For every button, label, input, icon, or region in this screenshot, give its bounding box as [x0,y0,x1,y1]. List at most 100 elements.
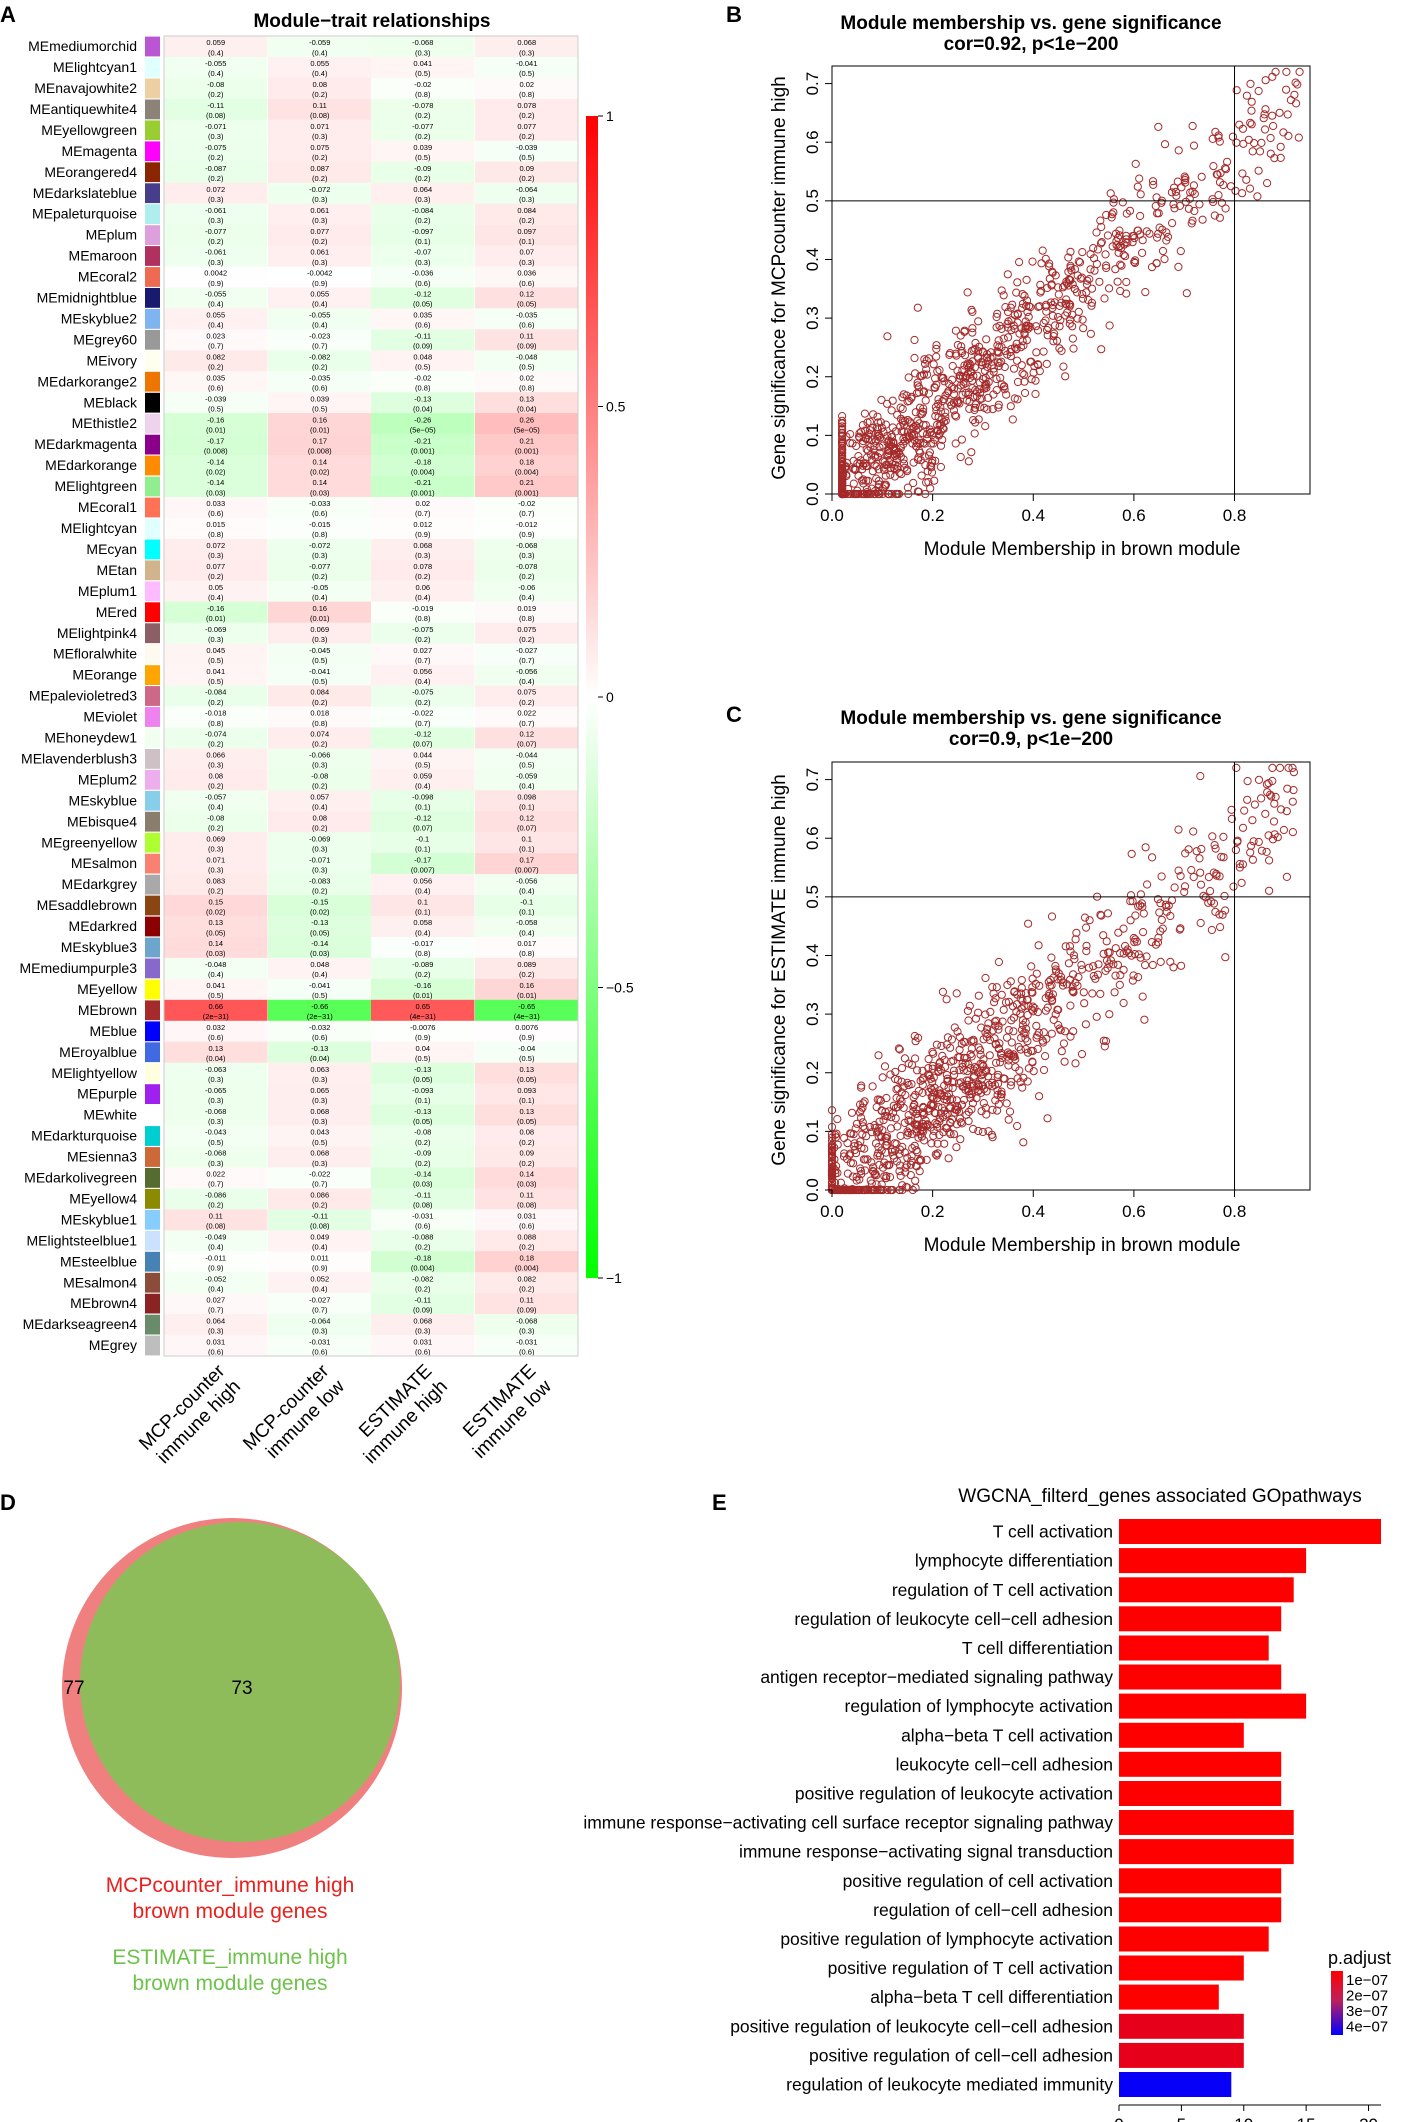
scatter-point [1074,973,1083,982]
scatter-point [914,424,923,433]
module-label: MEmaroon [69,248,137,264]
cell-pvalue: (0.4) [312,803,328,812]
cell-pvalue: (0.4) [519,782,535,791]
scatter-point [1126,891,1136,900]
scatter-point [968,1099,978,1108]
scatter-point [1196,868,1205,877]
scatter-point [1026,322,1035,331]
heatmap-cell [268,978,372,1001]
heatmap-cell [371,1062,475,1084]
heatmap-cell [475,1293,579,1315]
bar-row: regulation of lymphocyte activation [845,1693,1307,1719]
cell-value: 0.05 [208,583,223,592]
scatter-point [910,1031,919,1041]
scatter-point [899,439,908,449]
scatter-point [911,1037,920,1046]
scatter-point [949,398,959,407]
module-color-swatch [145,895,160,916]
heatmap-cell [164,57,268,79]
scatter-point [1155,223,1164,232]
scatter-point [1097,345,1106,354]
cell-value: 0.11 [520,1295,534,1304]
heatmap-cell [475,1314,579,1336]
scatter-point [900,1054,910,1063]
scatter-point [881,471,890,480]
scatter-point [833,1115,842,1124]
scatter-point [1009,364,1019,373]
heatmap-cell [164,538,268,561]
scatter-point [925,448,935,457]
cell-pvalue: (0.8) [519,614,535,623]
cell-pvalue: (0.03) [310,488,330,497]
heatmap-cell [268,57,372,79]
scatter-point [865,426,875,435]
module-color-swatch [145,350,160,371]
heatmap-row-MEblue: MEblue 0.032(0.6)-0.032(0.6)-0.0076(0.9)0… [90,1020,579,1043]
scatter-point [974,991,983,1000]
scatter-point [856,1164,865,1173]
cell-value: -0.14 [207,478,224,487]
scatter-point [1107,213,1116,222]
cell-pvalue: (0.03) [413,1180,433,1189]
scatter-point [1254,86,1263,96]
scatter-point [909,1093,918,1102]
heatmap-cell [268,601,372,623]
cell-value: -0.027 [516,646,537,655]
venn-count-center: 73 [231,1678,252,1699]
cell-value: 0.084 [310,688,329,697]
module-label: MElightcyan1 [53,59,137,75]
cell-pvalue: (0.1) [519,803,535,812]
bar [1119,1868,1282,1894]
scatter-point [1082,941,1091,950]
module-label: MElavenderblush3 [21,751,137,767]
scatter-point [1100,294,1109,303]
module-label: MEblack [83,394,138,410]
scatter-point [878,1073,887,1082]
scatter-point [1215,213,1225,222]
p-adjust-label: 4e−07 [1346,2019,1388,2036]
scatter-point [929,1131,938,1141]
cell-value: -0.075 [412,625,433,634]
heatmap-row-MEviolet: MEviolet -0.018(0.8)0.018(0.8)-0.022(0.7)… [83,706,579,728]
cell-pvalue: (0.3) [312,1326,328,1335]
scatter-point [1048,311,1058,320]
scatter-point [1035,981,1044,990]
heatmap-cell [371,1209,475,1231]
cell-pvalue: (0.9) [415,530,431,539]
cell-value: 0.1 [522,834,532,843]
cell-pvalue: (0.4) [415,928,431,937]
bar-row: immune response−activating signal transd… [739,1839,1294,1865]
scatter-point [979,1099,988,1108]
scatter-point [1090,266,1099,275]
cell-value: -0.043 [205,1128,226,1137]
scatter-point [873,1151,882,1160]
scatter-point [867,1158,876,1167]
scatter-point [1087,301,1096,310]
cell-value: -0.032 [309,1023,330,1032]
heatmap-cell [371,727,475,749]
heatmap-cell [268,769,372,791]
cell-pvalue: (0.4) [208,970,224,979]
cell-value: -0.0042 [307,269,332,278]
cell-pvalue: (0.3) [312,258,328,267]
scatter-point [863,418,872,427]
cell-value: 0.078 [517,101,536,110]
scatter-point [874,418,883,427]
cell-value: -0.21 [414,478,431,487]
cell-value: -0.075 [205,143,226,152]
heatmap-cell [371,434,475,456]
scatter-point [917,371,927,380]
scatter-point [1269,817,1279,826]
scatter-point [1174,146,1183,155]
scatter-point [962,1053,971,1063]
cell-value: -0.071 [309,855,330,864]
scatter-point [838,416,847,425]
cell-pvalue: (0.09) [517,342,537,351]
scatter-point [1153,233,1162,242]
heatmap-row-MEsteelblue: MEsteelblue -0.011(0.9)0.011(0.9)-0.18(0.… [60,1251,579,1273]
scatter-point [896,1131,905,1141]
scatter-point [1044,977,1053,987]
cell-pvalue: (0.3) [208,1096,224,1105]
cell-value: -0.035 [516,311,537,320]
